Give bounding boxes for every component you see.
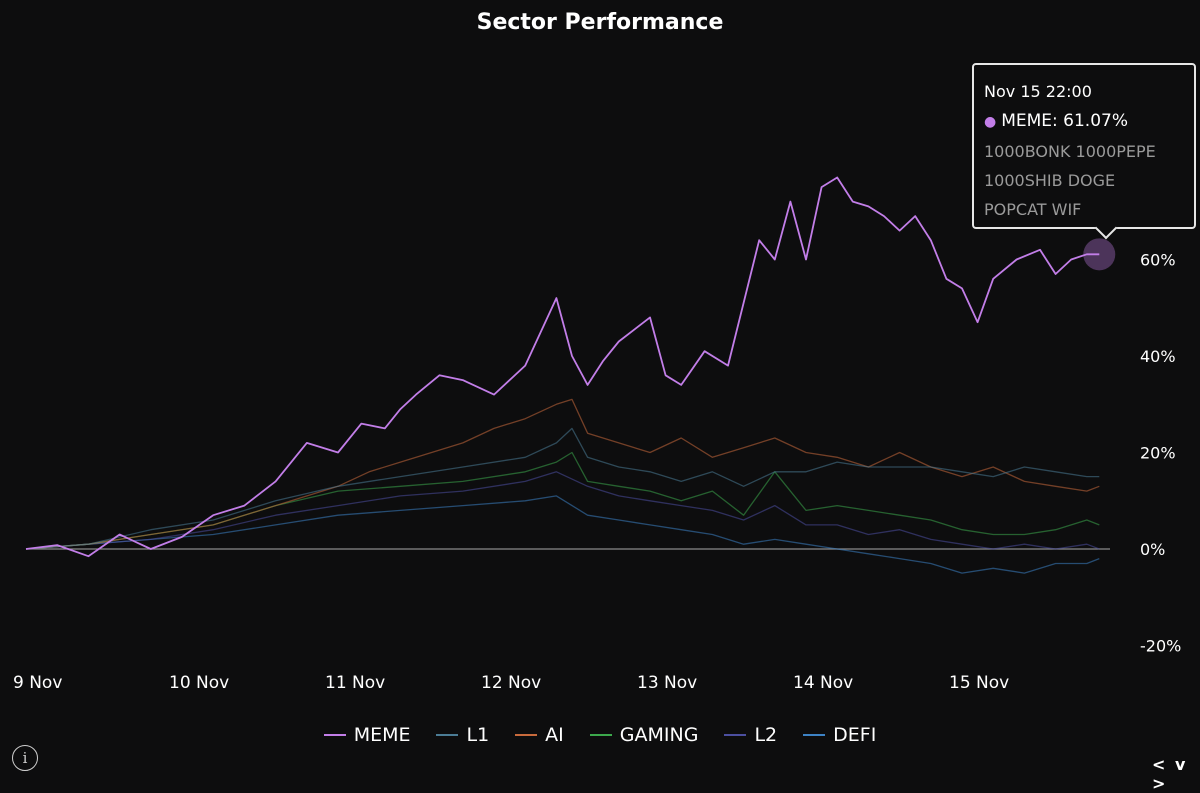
info-icon[interactable]: i (12, 745, 38, 771)
tooltip-members: 1000BONK 1000PEPE 1000SHIB DOGE POPCAT W… (984, 137, 1184, 224)
legend-label: AI (545, 724, 564, 746)
legend-swatch-icon (515, 734, 538, 736)
legend-label: DEFI (833, 724, 877, 746)
series-line-l2 (25, 471, 1100, 550)
y-tick-label: 60% (1140, 251, 1176, 270)
tooltip-members-line: 1000BONK 1000PEPE (984, 142, 1156, 161)
x-tick-label: 15 Nov (949, 673, 1009, 693)
legend-label: L2 (754, 724, 778, 746)
tooltip-members-line: POPCAT WIF (984, 200, 1082, 219)
legend-swatch-icon (436, 734, 459, 736)
navigation-arrows[interactable]: < v > (1152, 755, 1188, 793)
tooltip-date: Nov 15 22:00 (984, 82, 1092, 101)
tooltip-series-value: MEME: 61.07% (1001, 111, 1128, 131)
x-tick-label: 9 Nov (13, 673, 62, 693)
legend-item-gaming[interactable]: GAMING (589, 724, 699, 746)
legend-swatch-icon (589, 734, 612, 736)
legend-label: L1 (466, 724, 490, 746)
data-tooltip: Nov 15 22:00 ● MEME: 61.07% 1000BONK 1000… (972, 63, 1196, 229)
y-tick-label: 40% (1140, 347, 1176, 366)
tooltip-members-line: 1000SHIB DOGE (984, 171, 1116, 190)
x-tick-label: 11 Nov (325, 673, 385, 693)
series-line-meme (25, 176, 1100, 558)
series-layer (25, 176, 1100, 574)
x-tick-label: 10 Nov (169, 673, 229, 693)
series-dot-icon: ● (984, 114, 997, 130)
hover-highlight-marker (1083, 238, 1116, 271)
x-tick-label: 12 Nov (481, 673, 541, 693)
legend-swatch-icon (323, 734, 346, 736)
x-tick-label: 13 Nov (637, 673, 697, 693)
legend-swatch-icon (724, 734, 747, 736)
tooltip-series-row: ● MEME: 61.07% (984, 106, 1184, 137)
legend-item-l2[interactable]: L2 (724, 724, 777, 746)
x-axis-ticks: 9 Nov 10 Nov 11 Nov 12 Nov 13 Nov 14 Nov 15 No… (13, 673, 1009, 693)
y-axis-ticks: -20% 0% 20% 40% 60% (1140, 251, 1181, 656)
y-tick-label: 20% (1140, 444, 1176, 463)
legend-item-meme[interactable]: MEME (323, 724, 411, 746)
legend-swatch-icon (803, 734, 826, 736)
legend-label: MEME (353, 724, 411, 746)
legend-item-ai[interactable]: AI (515, 724, 564, 746)
series-line-gaming (25, 451, 1100, 550)
series-line-defi (25, 495, 1100, 574)
chart-legend: MEME L1 AI GAMING L2 DEFI (0, 724, 1200, 746)
series-line-ai (25, 398, 1100, 550)
series-line-l1 (25, 427, 1100, 550)
chart-title: Sector Performance (476, 10, 724, 35)
legend-item-defi[interactable]: DEFI (803, 724, 876, 746)
y-tick-label: 0% (1140, 540, 1165, 559)
x-tick-label: 14 Nov (793, 673, 853, 693)
legend-label: GAMING (619, 724, 699, 746)
legend-item-l1[interactable]: L1 (436, 724, 489, 746)
y-tick-label: -20% (1140, 637, 1181, 656)
